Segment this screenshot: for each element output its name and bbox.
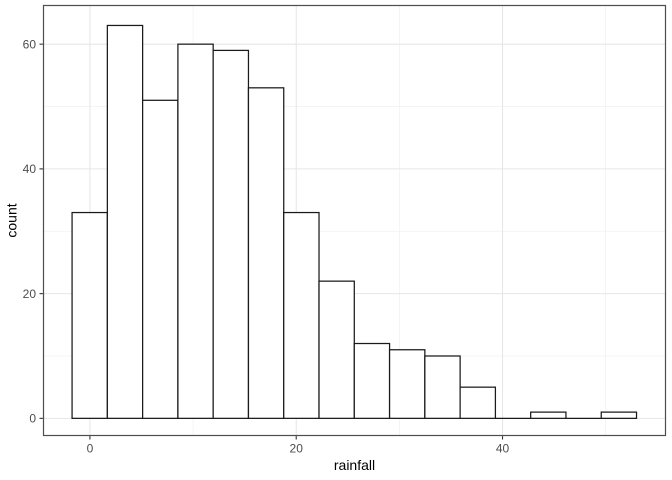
histogram-bar	[142, 99, 179, 419]
histogram-bar	[247, 87, 285, 419]
x-axis-title: rainfall	[334, 457, 375, 473]
histogram-bar	[71, 211, 108, 419]
histogram-bar	[388, 349, 426, 419]
plot-area: 0 20 40 0 20 40 60	[23, 4, 667, 456]
histogram-bar	[212, 49, 250, 419]
x-axis-tick-label: 0	[87, 442, 94, 456]
x-axis-tick-label: 40	[496, 442, 510, 456]
y-axis-title: count	[4, 203, 20, 237]
y-axis-tick-label: 60	[23, 37, 37, 51]
histogram-bar	[530, 411, 567, 419]
histogram-bar	[318, 280, 355, 419]
y-axis-tick-label: 0	[29, 412, 36, 426]
y-axis-tick-label: 40	[23, 162, 37, 176]
panel-border	[42, 4, 667, 437]
histogram-bar	[353, 342, 391, 419]
histogram-bar	[283, 211, 320, 419]
histogram-bar	[600, 411, 638, 419]
histogram-bar	[177, 43, 214, 419]
histogram-bar	[106, 24, 144, 419]
x-axis-tick-label: 20	[290, 442, 304, 456]
histogram-bar	[424, 355, 461, 419]
histogram-bar	[459, 386, 497, 419]
y-axis-tick-label: 20	[23, 287, 37, 301]
